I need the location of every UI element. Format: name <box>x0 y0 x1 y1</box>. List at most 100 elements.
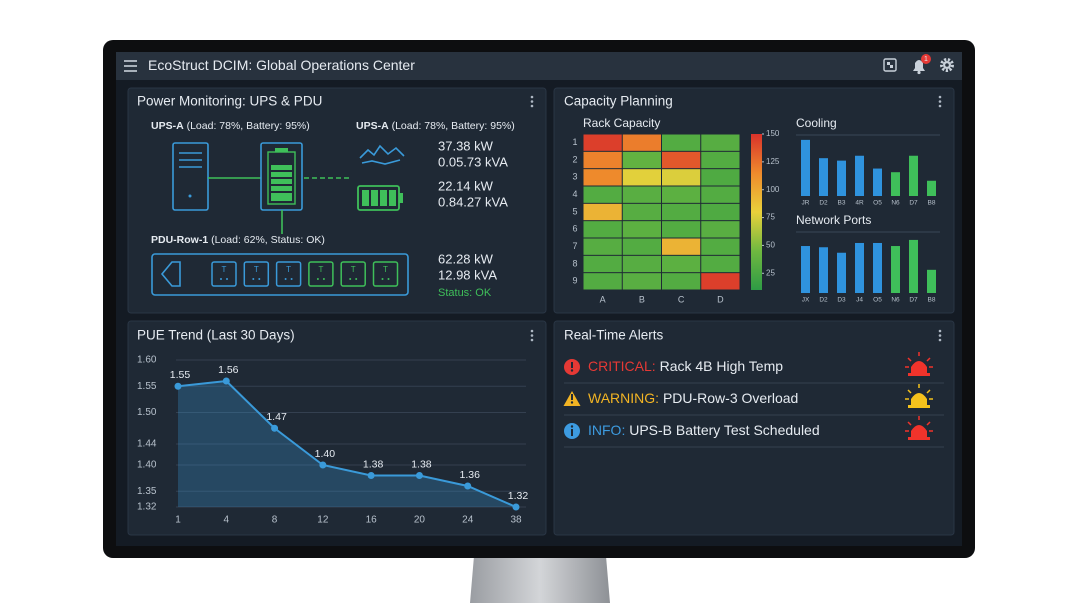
heat-cell <box>622 169 661 186</box>
x-tick-label: 24 <box>462 515 474 526</box>
heat-cell <box>701 169 740 186</box>
x-tick-label: N6 <box>891 297 900 304</box>
outlet-label: T <box>318 265 323 274</box>
reading: 22.14 kW <box>438 178 494 193</box>
reading: 37.38 kW <box>438 138 494 153</box>
outlet-pin <box>355 278 358 280</box>
header-bar <box>116 52 962 80</box>
icon-glyph <box>570 369 574 372</box>
monitor-stand <box>470 556 610 603</box>
x-tick-label: N6 <box>891 200 900 207</box>
colorbar-tick-label: 150 <box>766 129 780 138</box>
icon-glyph <box>570 401 574 404</box>
row-label: 3 <box>572 172 577 182</box>
value-label: 1.56 <box>218 364 239 376</box>
y-tick-label: 1.55 <box>137 381 157 392</box>
outlet-label: T <box>383 265 388 274</box>
siren <box>911 425 927 437</box>
heat-cell <box>583 186 622 203</box>
colorbar-tick-label: 125 <box>766 157 780 166</box>
app-title: EcoStruct DCIM: Global Operations Center <box>148 57 415 73</box>
ups-name: UPS-A <box>151 120 184 132</box>
ups-detail: (Load: 78%, Battery: 95%) <box>187 120 310 132</box>
point <box>464 482 472 490</box>
siren-ray <box>907 421 912 426</box>
heat-cell <box>662 203 701 221</box>
x-tick-label: B8 <box>928 297 936 304</box>
outlet <box>372 261 399 287</box>
pdu-detail: (Load: 62%, Status: OK) <box>211 234 325 246</box>
alert-row[interactable]: CRITICAL: Rack 4B High Temp <box>564 352 933 376</box>
siren-base <box>908 405 930 408</box>
outlet <box>211 261 237 287</box>
x-tick-label: B8 <box>928 200 936 207</box>
point <box>415 472 423 479</box>
heat-cell <box>622 273 661 290</box>
row-label: 7 <box>572 241 577 251</box>
outlet-pin <box>322 278 325 280</box>
value-label: 1.47 <box>266 411 287 423</box>
heat-cell <box>701 134 740 151</box>
bar <box>891 246 900 293</box>
column-label: D <box>717 294 724 304</box>
settings-button[interactable] <box>940 58 954 72</box>
heat-cell <box>622 134 661 151</box>
heat-cell <box>662 134 701 151</box>
ups-name: UPS-A <box>356 120 389 132</box>
bar <box>837 160 846 196</box>
siren <box>911 361 927 373</box>
heat-cell <box>583 134 622 151</box>
siren-ray <box>907 357 912 362</box>
outlet-pin <box>349 278 352 280</box>
outlet-pin <box>381 278 384 280</box>
notifications-button[interactable]: 1 <box>913 54 931 75</box>
row-label: 5 <box>572 206 577 216</box>
bar <box>855 242 864 293</box>
x-tick-label: 4R <box>855 200 864 207</box>
server-icon <box>172 142 209 211</box>
ups-label: UPS-A (Load: 78%, Battery: 95%) <box>151 120 310 132</box>
panel-menus[interactable] <box>530 95 942 342</box>
alert-text: CRITICAL: Rack 4B High Temp <box>588 358 783 374</box>
value-label: 1.38 <box>363 458 384 470</box>
bar <box>801 139 810 196</box>
heat-cell <box>622 203 661 221</box>
heat-cell <box>662 169 701 186</box>
bar <box>927 180 936 196</box>
alert-message: Rack 4B High Temp <box>660 358 784 374</box>
point <box>222 377 230 385</box>
line <box>177 379 517 508</box>
layout-button[interactable] <box>883 58 897 72</box>
x-tick-label: 1 <box>175 515 181 526</box>
heat-cell <box>583 203 622 221</box>
pdu-label: PDU-Row-1 (Load: 62%, Status: OK) <box>151 234 325 246</box>
alert-message: UPS-B Battery Test Scheduled <box>629 422 819 438</box>
icon-glyph <box>571 394 573 400</box>
reading: 0.05.73 kVA <box>438 154 508 169</box>
alert-row[interactable]: INFO: UPS-B Battery Test Scheduled <box>564 416 933 440</box>
icon-glyph <box>571 429 573 436</box>
heat-cell <box>583 221 622 238</box>
point <box>319 461 327 469</box>
heat-cell <box>662 273 701 290</box>
heat-cell <box>662 186 701 203</box>
value-label: 1.55 <box>170 369 191 381</box>
menu-button[interactable] <box>124 60 137 72</box>
value-label: 1.36 <box>459 469 480 481</box>
chart-title: Network Ports <box>796 213 871 227</box>
colorbar-tick-label: 25 <box>766 268 775 277</box>
outlet <box>340 261 366 287</box>
colorbar-tick-label: 50 <box>766 241 775 250</box>
pdu-plug <box>160 261 181 287</box>
chart-title: Cooling <box>796 116 837 130</box>
pdu-status: Status: OK <box>438 287 492 299</box>
alert-row[interactable]: WARNING: PDU-Row-3 Overload <box>563 384 934 408</box>
alert-level: INFO: <box>588 422 625 438</box>
outlet-pin <box>226 278 228 280</box>
row-label: 1 <box>572 137 577 147</box>
point <box>512 503 520 511</box>
bar <box>855 155 864 196</box>
icon-glyph <box>570 425 574 428</box>
outlet-pin <box>387 278 390 280</box>
heat-cell <box>583 273 622 290</box>
